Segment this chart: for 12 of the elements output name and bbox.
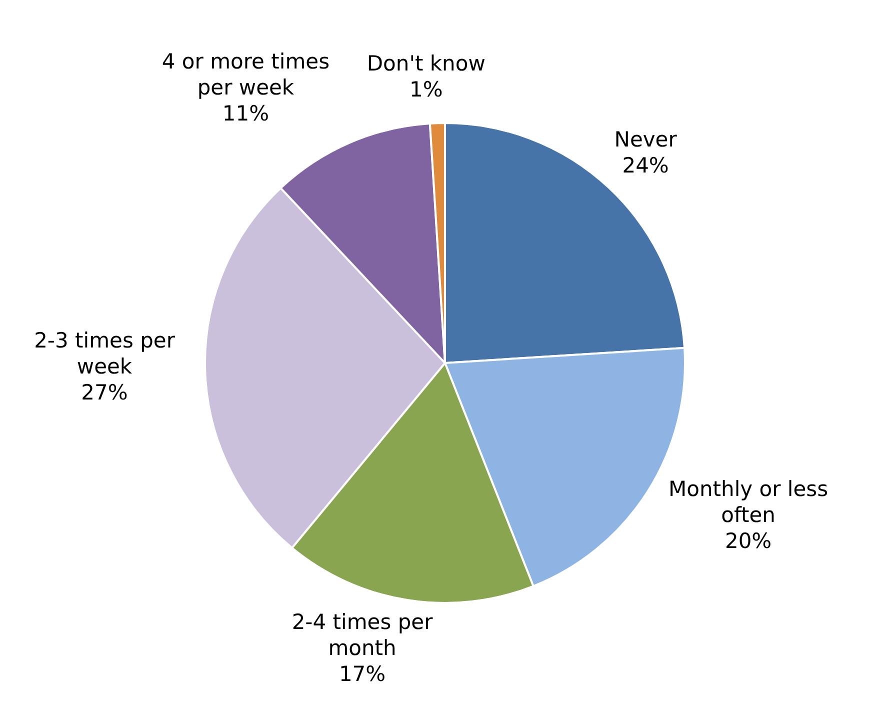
slice-label: Don't know: [366, 52, 486, 76]
data-label: 1%: [409, 78, 443, 102]
slice-label: Monthly or less often: [668, 477, 828, 528]
data-label: 20%: [724, 529, 772, 554]
slice-label: 2-4 times per month: [292, 610, 434, 660]
data-label: 17%: [338, 662, 386, 686]
slice-label: 4 or more times per week: [162, 50, 330, 100]
slice-label: Never: [614, 128, 678, 152]
data-label: 24%: [622, 154, 669, 178]
slice-label: 2-3 times per week: [34, 328, 176, 379]
data-label: 11%: [222, 102, 270, 126]
data-label: 27%: [81, 380, 128, 405]
